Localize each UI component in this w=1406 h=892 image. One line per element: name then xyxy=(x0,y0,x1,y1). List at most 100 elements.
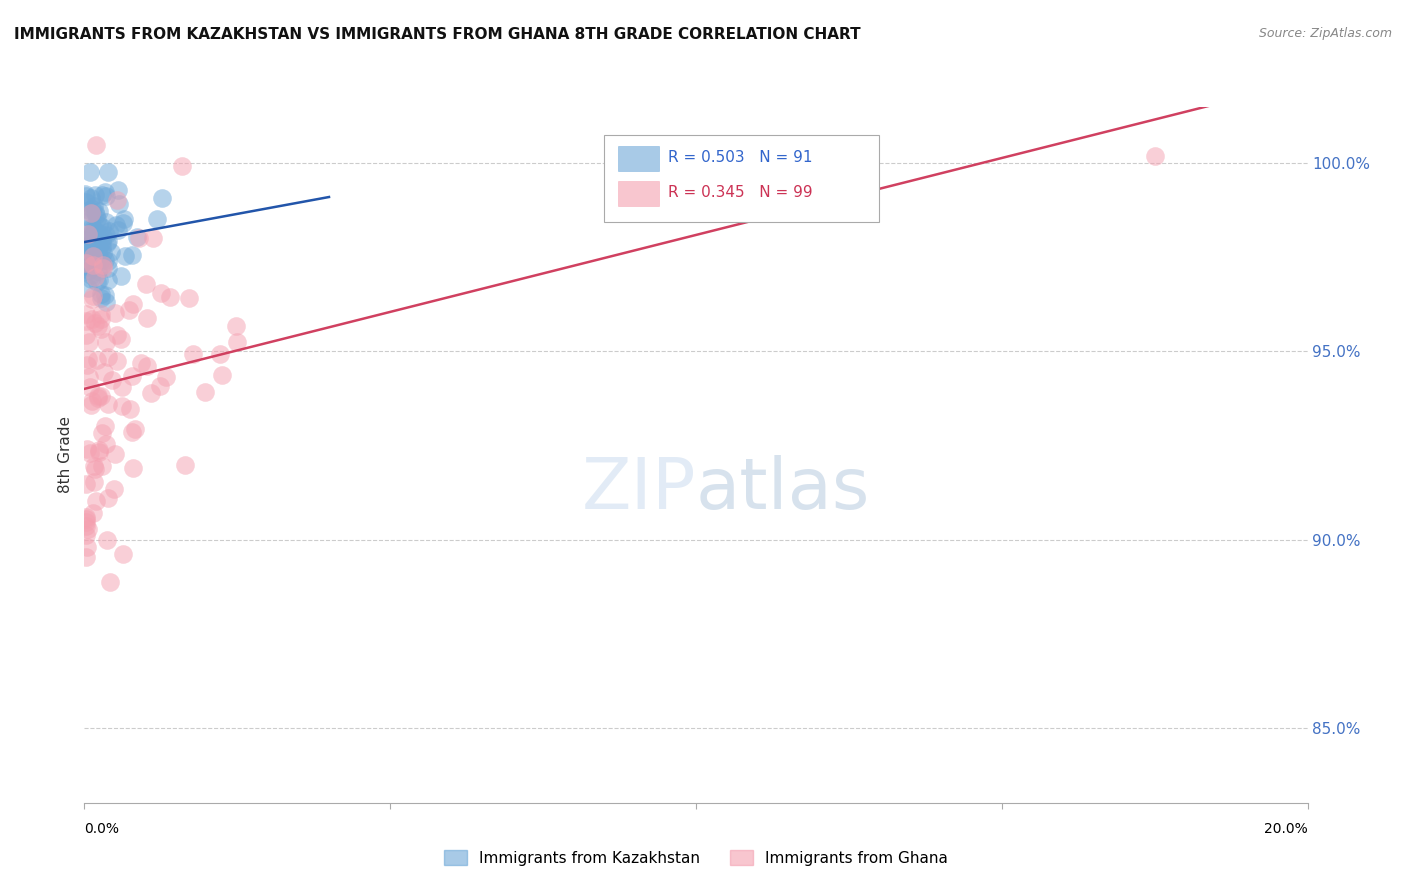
Point xyxy=(107,194,129,208)
Point xyxy=(80,268,103,282)
Point xyxy=(86,212,108,227)
Text: atlas: atlas xyxy=(696,455,870,524)
Point xyxy=(100,245,122,260)
Point xyxy=(87,389,110,403)
Point xyxy=(87,391,110,405)
Point xyxy=(91,258,114,272)
Point xyxy=(97,225,120,239)
Point xyxy=(77,227,100,241)
Point xyxy=(82,222,104,236)
Point xyxy=(136,310,159,325)
Point xyxy=(94,437,117,451)
Point xyxy=(80,245,103,260)
Point xyxy=(87,219,110,233)
Point xyxy=(94,253,117,268)
Point xyxy=(97,491,120,506)
Point xyxy=(111,216,134,230)
Text: 20.0%: 20.0% xyxy=(1264,822,1308,836)
Point xyxy=(76,522,98,536)
Point xyxy=(110,269,132,284)
Point xyxy=(128,231,150,245)
Point xyxy=(136,359,159,373)
Point xyxy=(105,328,128,343)
Point xyxy=(90,235,112,250)
Point xyxy=(101,373,124,387)
Point xyxy=(86,353,108,368)
Point xyxy=(76,540,98,554)
Point xyxy=(84,462,107,476)
Point xyxy=(83,230,105,244)
Point xyxy=(83,458,105,473)
Point xyxy=(97,260,120,275)
Point xyxy=(97,350,120,364)
Point xyxy=(79,370,101,384)
Point xyxy=(124,422,146,436)
Point xyxy=(80,398,103,412)
Point xyxy=(80,221,103,235)
Text: 0.0%: 0.0% xyxy=(84,822,120,836)
Point xyxy=(77,334,100,349)
Point xyxy=(94,185,117,199)
Point xyxy=(83,250,105,264)
Point xyxy=(77,281,100,295)
Point xyxy=(80,206,103,220)
Text: R = 0.345   N = 99: R = 0.345 N = 99 xyxy=(668,186,813,200)
Point xyxy=(76,232,98,246)
Point xyxy=(77,260,100,274)
Text: R = 0.503   N = 91: R = 0.503 N = 91 xyxy=(668,151,813,165)
Point xyxy=(111,399,134,413)
Point xyxy=(225,319,247,334)
Point xyxy=(86,253,108,268)
Point xyxy=(80,244,103,258)
Point xyxy=(90,287,112,301)
Point xyxy=(83,225,105,239)
Point xyxy=(75,510,97,524)
Point xyxy=(122,461,145,475)
Point xyxy=(89,312,111,326)
Point xyxy=(75,256,97,270)
Point xyxy=(179,292,201,306)
Point xyxy=(83,224,105,238)
FancyBboxPatch shape xyxy=(617,146,659,171)
Point xyxy=(75,235,97,250)
Point xyxy=(90,188,112,202)
Point xyxy=(82,258,104,272)
Point xyxy=(79,446,101,460)
Point xyxy=(75,519,97,533)
Point xyxy=(121,248,143,262)
Point xyxy=(87,318,110,333)
Point xyxy=(90,322,112,336)
Point xyxy=(91,258,114,272)
Point xyxy=(87,203,110,218)
Point xyxy=(76,352,98,367)
Point xyxy=(86,275,108,289)
Point xyxy=(76,239,98,253)
Point xyxy=(108,197,131,211)
Point xyxy=(75,528,97,542)
Point xyxy=(174,458,197,472)
Point xyxy=(80,211,103,226)
Point xyxy=(89,273,111,287)
Point xyxy=(105,354,128,368)
FancyBboxPatch shape xyxy=(605,135,880,222)
Point xyxy=(1143,149,1166,163)
Point xyxy=(90,389,112,403)
Text: ZIP: ZIP xyxy=(582,455,696,524)
Point xyxy=(159,290,181,304)
Point xyxy=(80,293,103,307)
Point xyxy=(82,506,104,520)
Point xyxy=(94,227,117,242)
Point xyxy=(75,307,97,321)
Text: IMMIGRANTS FROM KAZAKHSTAN VS IMMIGRANTS FROM GHANA 8TH GRADE CORRELATION CHART: IMMIGRANTS FROM KAZAKHSTAN VS IMMIGRANTS… xyxy=(14,27,860,42)
Legend: Immigrants from Kazakhstan, Immigrants from Ghana: Immigrants from Kazakhstan, Immigrants f… xyxy=(437,844,955,871)
Point xyxy=(121,368,143,383)
Point xyxy=(75,550,97,565)
Point xyxy=(209,347,232,361)
Point xyxy=(87,246,110,260)
Point xyxy=(82,288,104,302)
Point xyxy=(83,199,105,213)
Point xyxy=(194,384,217,399)
Point xyxy=(76,244,98,259)
Point xyxy=(75,313,97,327)
Point xyxy=(82,224,104,238)
